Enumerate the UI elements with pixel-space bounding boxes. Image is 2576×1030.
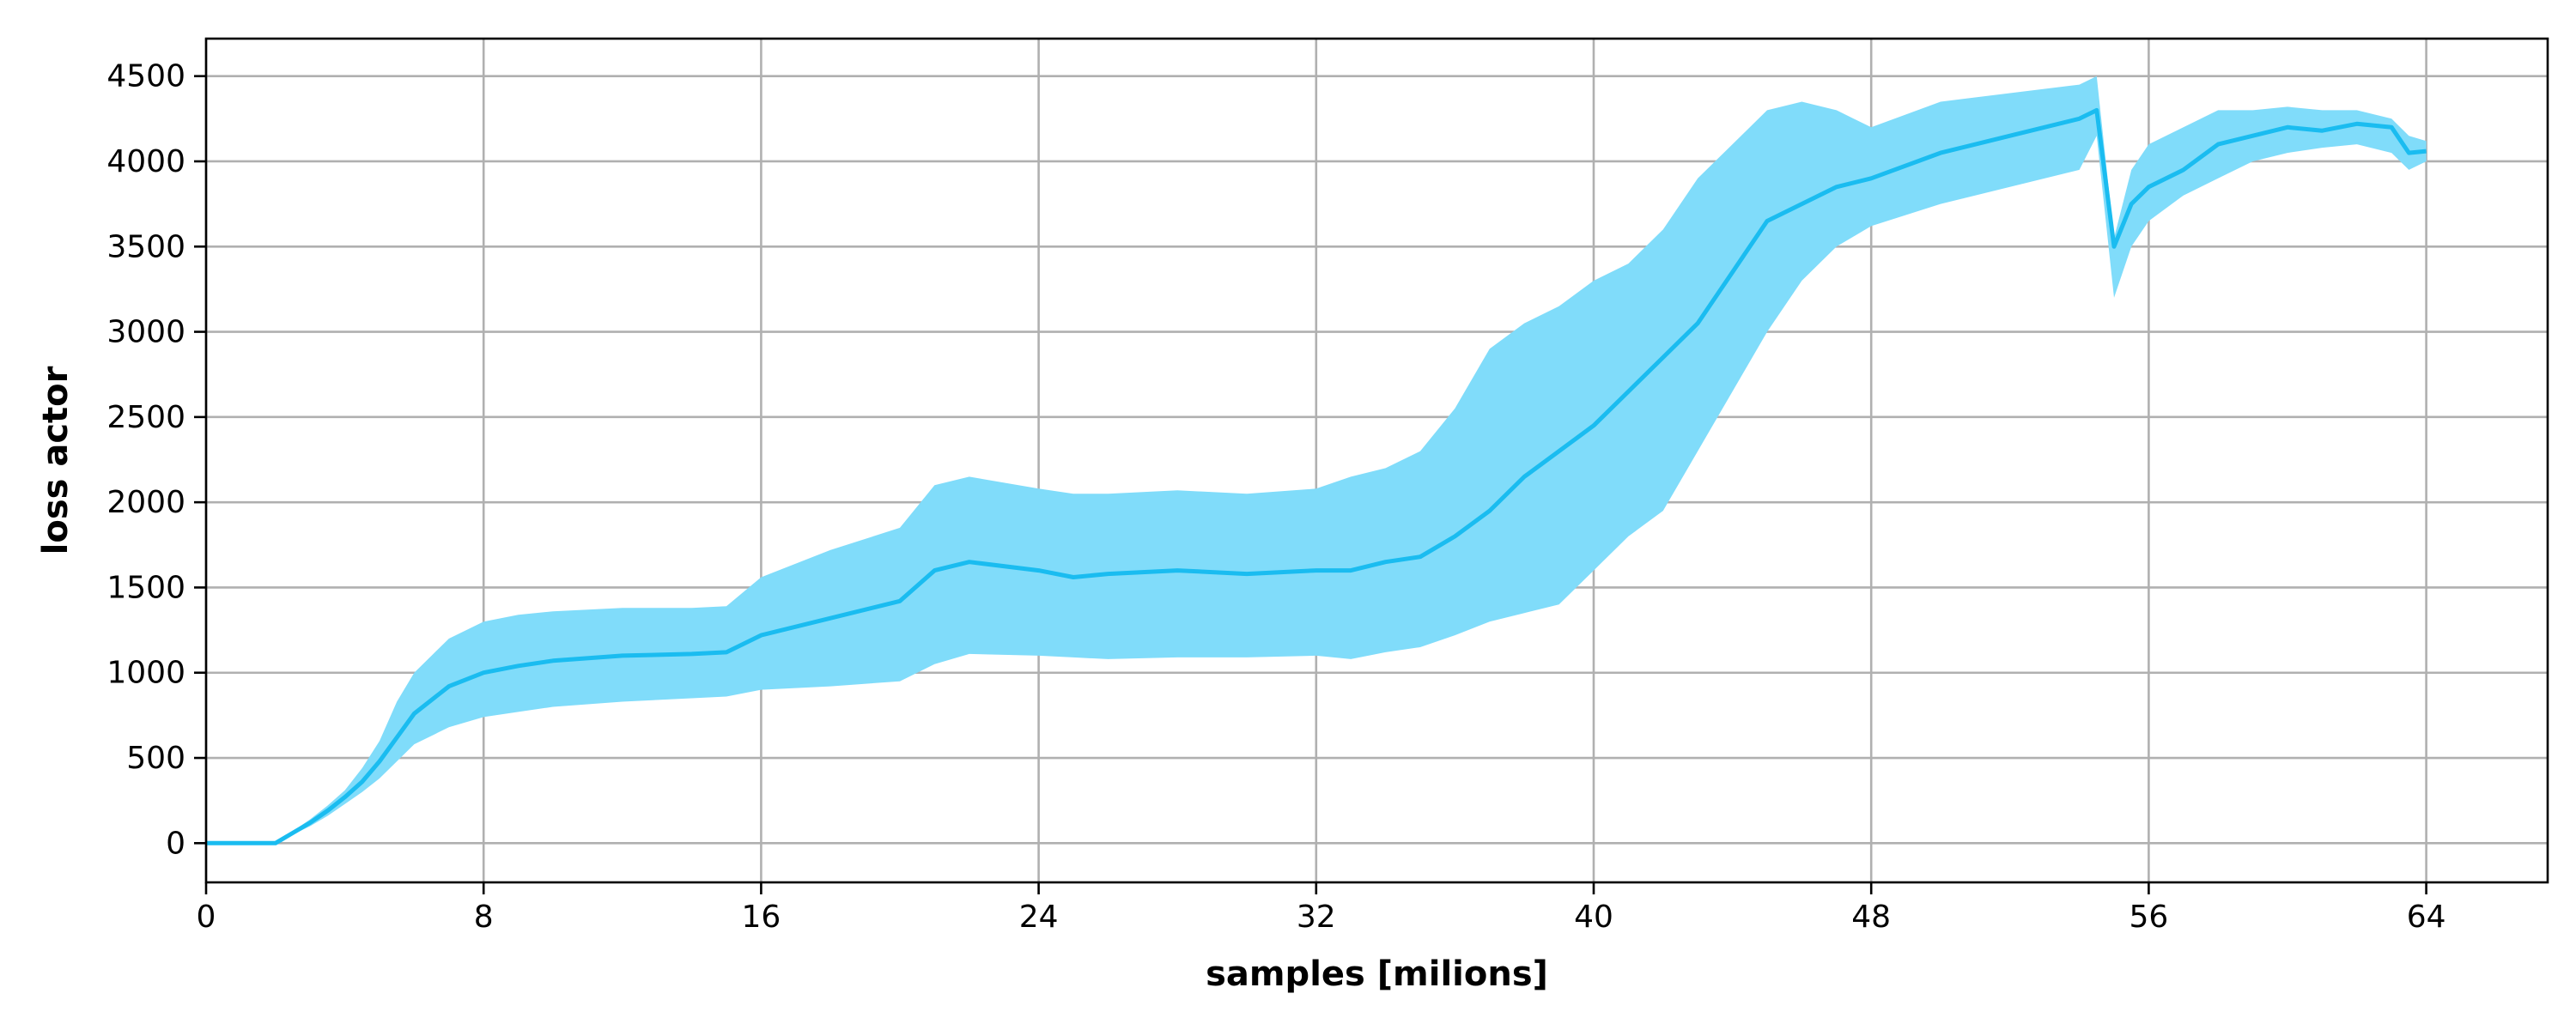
y-axis: 0 500 1000 1500 2000 2500 3000 3500 4000 4500 <box>106 59 206 861</box>
std-band <box>206 76 2427 844</box>
x-tick-label: 56 <box>2129 900 2168 935</box>
plot-frame <box>204 37 2549 884</box>
x-tick-label: 0 <box>197 900 216 935</box>
y-axis-title: loss actor <box>36 366 76 554</box>
x-tick-label: 48 <box>1851 900 1891 935</box>
x-tick-label: 64 <box>2407 900 2446 935</box>
x-tick-label: 24 <box>1019 900 1059 935</box>
y-tick-label: 3000 <box>106 315 185 350</box>
y-tick-label: 1500 <box>106 570 185 605</box>
x-tick-label: 8 <box>474 900 494 935</box>
x-tick-label: 16 <box>741 900 781 935</box>
x-tick-label: 32 <box>1297 900 1336 935</box>
y-tick-label: 2500 <box>106 400 185 435</box>
y-tick-label: 3500 <box>106 229 185 264</box>
y-tick-label: 0 <box>166 826 185 861</box>
x-axis: 0 8 16 24 32 40 48 56 64 <box>197 882 2446 935</box>
y-tick-label: 4000 <box>106 144 185 179</box>
x-tick-label: 40 <box>1574 900 1613 935</box>
x-axis-title: samples [milions] <box>1206 954 1548 994</box>
y-tick-label: 500 <box>126 741 185 776</box>
y-tick-label: 1000 <box>106 656 185 691</box>
mean-line <box>206 107 2427 845</box>
y-tick-label: 2000 <box>106 485 185 520</box>
y-tick-label: 4500 <box>106 59 185 94</box>
